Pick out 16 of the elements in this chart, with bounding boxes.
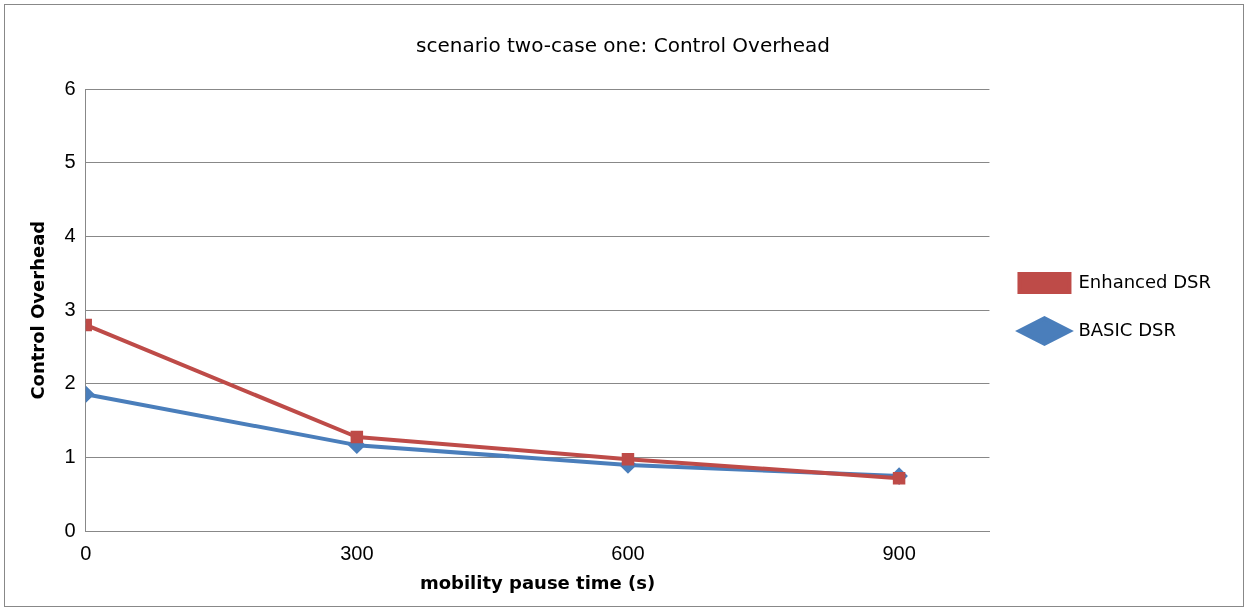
x-tick-label: 900: [882, 541, 916, 564]
y-axis-title: Control Overhead: [27, 220, 49, 400]
y-tick-label: 0: [64, 518, 76, 541]
y-tick-label: 4: [64, 223, 76, 246]
x-tick-label: 0: [80, 541, 92, 564]
y-tick-label: 1: [64, 445, 76, 468]
y-tick-label: 5: [64, 150, 76, 173]
y-tick-label: 2: [64, 371, 76, 394]
x-tick-label: 600: [611, 541, 645, 564]
x-tick-label: 300: [340, 541, 374, 564]
legend-label: Enhanced DSR: [1078, 270, 1212, 292]
chart-title: scenario two-case one: Control Overhead: [415, 33, 831, 58]
x-axis-title: mobility pause time (s): [419, 571, 656, 593]
y-tick-label: 3: [64, 297, 76, 320]
legend-label: BASIC DSR: [1078, 318, 1176, 340]
y-tick-label: 6: [64, 76, 76, 99]
